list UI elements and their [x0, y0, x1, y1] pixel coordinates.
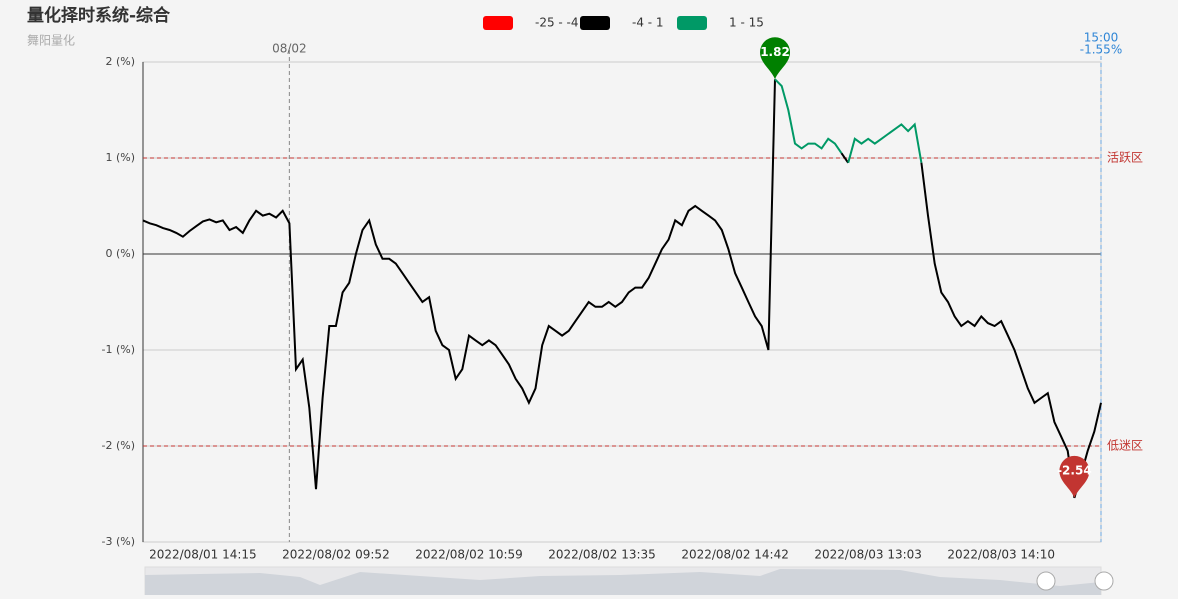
zoom-handle[interactable]: [1094, 571, 1114, 591]
y-tick-label: 2 (%): [105, 55, 135, 68]
zoom-handle[interactable]: [1036, 571, 1056, 591]
legend-swatch: [677, 16, 707, 30]
y-tick-label: -3 (%): [102, 535, 136, 548]
x-tick-label: 2022/08/02 10:59: [415, 548, 523, 562]
legend-swatch: [580, 16, 610, 30]
mark-point-label: 1.82: [760, 45, 790, 59]
mark-point: [1059, 455, 1090, 498]
chart-title: 量化择时系统-综合: [27, 5, 171, 26]
data-zoom[interactable]: [144, 566, 1114, 596]
x-tick-label: 2022/08/03 14:10: [947, 548, 1055, 562]
line-series: [142, 79, 776, 490]
zoom-shadow: [145, 569, 1101, 595]
x-tick-label: 2022/08/01 14:15: [149, 548, 257, 562]
x-tick-label: 2022/08/02 13:35: [548, 548, 656, 562]
pointer-value: -1.55%: [1080, 43, 1122, 57]
legend-label: -25 - -4: [535, 16, 579, 30]
mark-line-label: 低迷区: [1107, 439, 1143, 453]
chart-subtitle: 舞阳量化: [27, 34, 75, 48]
line-series: [840, 152, 850, 164]
mark-line-label: 活跃区: [1107, 151, 1143, 165]
y-tick-label: -2 (%): [102, 439, 136, 452]
y-tick-label: 1 (%): [105, 151, 135, 164]
line-series: [774, 78, 843, 154]
day-marker-label: 08/02: [272, 42, 307, 56]
pointer-time: 15:00: [1084, 31, 1119, 45]
mark-point-label: -2.54: [1057, 463, 1092, 477]
x-tick-label: 2022/08/02 14:42: [681, 548, 789, 562]
mark-point: [760, 37, 791, 80]
x-tick-label: 2022/08/03 13:03: [814, 548, 922, 562]
legend-label: -4 - 1: [632, 16, 664, 30]
legend-label: 1 - 15: [729, 16, 764, 30]
line-series: [847, 122, 923, 164]
legend-swatch: [483, 16, 513, 30]
y-tick-label: 0 (%): [105, 247, 135, 260]
y-tick-label: -1 (%): [102, 343, 136, 356]
x-tick-label: 2022/08/02 09:52: [282, 548, 390, 562]
